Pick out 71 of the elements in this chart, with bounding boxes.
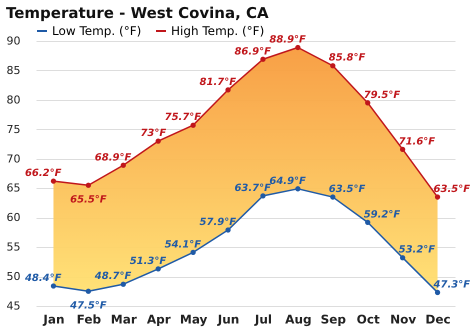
y-tick-label: 65 [6,182,20,195]
x-tick-label: Jan [42,312,65,326]
point [295,186,301,192]
point [434,290,440,296]
y-tick-label: 75 [6,122,20,136]
point [295,44,301,50]
data-label: 68.9°F [94,152,132,164]
y-tick-label: 80 [6,93,20,106]
point [190,122,196,128]
x-tick-label: Apr [146,312,171,326]
point [50,178,56,184]
point [400,255,406,260]
data-label: 73°F [140,128,166,140]
x-tick-label: Aug [285,312,312,326]
point [225,227,231,233]
x-tick-label: Nov [390,312,416,326]
point [365,100,370,106]
point [225,87,231,93]
point [86,288,92,294]
data-label: 63.5°F [434,184,470,196]
x-tick-label: Mar [110,312,137,326]
point [120,282,126,287]
data-label: 51.3°F [130,256,166,267]
x-tick-label: Dec [425,312,451,326]
data-label: 65.5°F [70,194,107,206]
y-tick-label: 55 [6,240,20,254]
data-label: 48.7°F [94,271,132,282]
data-label: 54.1°F [164,239,202,250]
data-label: 88.9°F [269,34,306,46]
point [190,250,196,256]
data-label: 63.5°F [328,184,366,196]
point [50,283,56,289]
x-tick-label: Jun [216,312,240,326]
data-label: 86.9°F [234,46,272,58]
point [400,146,406,152]
point [330,194,336,200]
legend-label: Low Temp. (°F) [52,24,142,38]
point [86,182,92,188]
x-tick-label: Oct [356,312,380,326]
data-label: 59.2°F [364,209,400,220]
x-tick-label: May [180,312,208,326]
data-label: 47.5°F [69,300,107,312]
y-tick-label: 60 [6,211,20,224]
data-label: 63.7°F [234,182,272,194]
data-label: 75.7°F [164,112,202,124]
point [156,138,161,144]
point [365,220,370,226]
x-tick-label: Feb [76,312,102,326]
point [434,194,440,200]
data-label: 85.8°F [328,52,366,64]
point [260,56,266,62]
x-tick-label: Sep [320,312,346,326]
data-label: 81.7°F [200,76,236,88]
data-label: 64.9°F [269,176,306,187]
point [260,193,266,199]
data-label: 53.2°F [398,244,436,256]
legend-label: High Temp. (°F) [171,24,264,38]
y-tick-label: 45 [6,300,20,312]
y-tick-label: 70 [6,152,20,166]
x-tick-label: Jul [254,312,272,326]
y-tick-label: 50 [6,270,20,284]
data-label: 66.2°F [24,168,62,180]
data-label: 57.9°F [200,217,236,228]
point [120,162,126,168]
chart-title: Temperature - West Covina, CA [6,4,270,22]
y-tick-label: 90 [6,34,20,48]
data-label: 79.5°F [364,90,400,101]
y-tick-label: 85 [6,64,20,77]
data-label: 71.6°F [398,136,436,148]
point [156,266,161,272]
point [330,63,336,68]
